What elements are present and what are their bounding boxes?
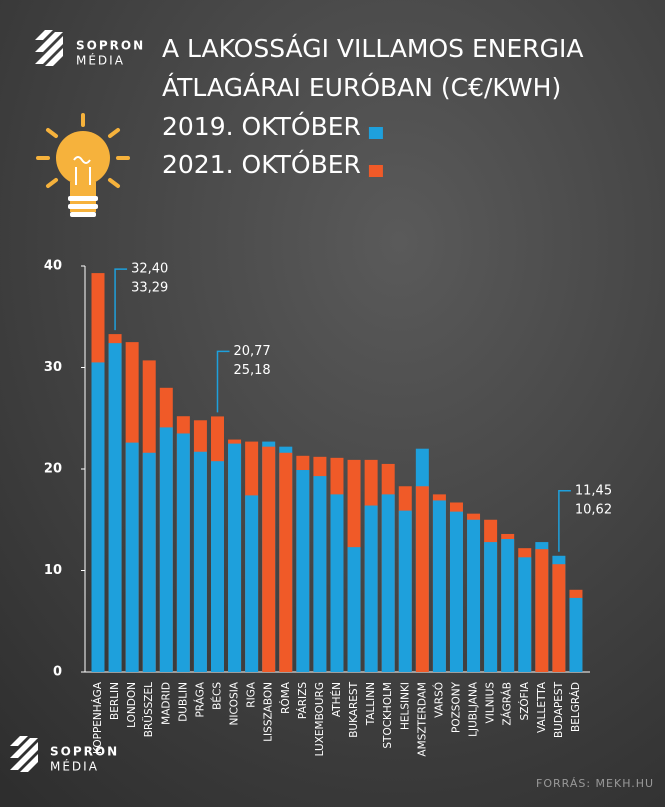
bar xyxy=(142,452,156,672)
bar xyxy=(245,495,259,672)
bar xyxy=(91,362,105,672)
data-label: 20,77 xyxy=(233,344,270,359)
x-tick-label: BUKAREST xyxy=(348,681,360,737)
x-tick-label: ZÁGRÁB xyxy=(501,682,514,726)
bar xyxy=(518,557,532,672)
chart-title: ÁTLAGÁRAI EURÓBAN (C€/KWH) xyxy=(162,72,561,102)
x-tick-label: VARSÓ xyxy=(432,682,445,718)
x-tick-label: BRÜSSZEL xyxy=(142,682,155,737)
x-tick-label: DUBLIN xyxy=(177,682,189,722)
x-tick-label: BUDAPEST xyxy=(553,681,565,738)
logo-text: SOPRON xyxy=(50,745,119,759)
x-tick-label: PRÁGA xyxy=(193,681,206,717)
bar xyxy=(535,549,549,672)
bar xyxy=(193,451,207,672)
legend-swatch xyxy=(368,165,383,177)
x-tick-label: BELGRÁD xyxy=(569,682,582,732)
bar xyxy=(347,547,361,672)
annotation-line xyxy=(216,350,230,413)
x-tick-label: PÁRIZS xyxy=(296,682,309,719)
x-tick-label: KOPPENHÁGA xyxy=(91,681,104,754)
y-tick-label: 0 xyxy=(53,665,62,680)
y-tick-label: 40 xyxy=(44,259,62,274)
x-tick-label: POZSONY xyxy=(450,681,462,733)
logo: SOPRON MÉDIA xyxy=(35,30,145,68)
bar xyxy=(210,461,224,672)
bar xyxy=(432,500,446,672)
bar xyxy=(569,597,583,672)
bar xyxy=(176,433,190,672)
x-tick-label: HELSINKI xyxy=(399,682,411,730)
logo-text: SOPRON xyxy=(76,39,145,53)
x-tick-label: RIGA xyxy=(246,681,258,708)
data-label: 32,40 xyxy=(131,262,168,277)
bar xyxy=(313,476,327,672)
source: FORRÁS: MEKH.HU xyxy=(536,777,654,790)
x-tick-label: LUXEMBOURG xyxy=(314,682,326,756)
bar xyxy=(330,494,344,672)
x-tick-label: LONDON xyxy=(126,682,138,728)
x-tick-label: NICOSIA xyxy=(229,681,241,725)
y-tick-label: 20 xyxy=(44,462,62,477)
x-tick-label: AMSZTERDAM xyxy=(416,682,428,757)
x-tick-label: VILNIUS xyxy=(485,682,497,724)
bar xyxy=(552,564,566,672)
bar xyxy=(159,427,173,672)
bar xyxy=(449,511,463,672)
logo-text: MÉDIA xyxy=(50,759,99,774)
x-tick-label: BÉCS xyxy=(210,682,223,710)
y-tick-label: 10 xyxy=(44,563,62,578)
bar xyxy=(364,505,378,672)
x-tick-label: RÓMA xyxy=(279,681,292,714)
x-tick-label: LJUBLJANA xyxy=(468,681,480,737)
legend-label: 2021. OKTÓBER xyxy=(162,149,361,179)
annotation-line xyxy=(114,268,128,331)
bar xyxy=(125,442,139,672)
data-label: 33,29 xyxy=(131,281,168,296)
data-label: 25,18 xyxy=(233,363,270,378)
bar xyxy=(467,519,481,672)
x-tick-label: LISSZABON xyxy=(263,682,275,742)
x-tick-label: MADRID xyxy=(160,682,172,725)
data-label: 10,62 xyxy=(575,502,612,517)
logo: SOPRON MÉDIA xyxy=(10,736,119,774)
logo-text: MÉDIA xyxy=(76,53,125,68)
bar xyxy=(501,539,515,672)
bar xyxy=(484,542,498,672)
bar xyxy=(228,443,242,672)
x-tick-label: SZÓFIA xyxy=(518,681,531,720)
legend-swatch xyxy=(368,127,383,139)
bar xyxy=(108,343,122,672)
annotation-line xyxy=(558,490,571,552)
x-tick-label: BERLIN xyxy=(109,682,121,720)
bar xyxy=(296,470,310,672)
x-tick-label: STOCKHOLM xyxy=(382,682,394,749)
bar xyxy=(279,452,293,672)
x-tick-label: ATHÉN xyxy=(330,682,343,717)
y-tick-label: 30 xyxy=(44,360,62,375)
data-label: 11,45 xyxy=(575,483,612,498)
bar xyxy=(398,510,412,672)
bar xyxy=(262,446,276,672)
x-tick-label: TALLINN xyxy=(365,682,377,726)
bar xyxy=(381,494,395,672)
x-tick-label: VALLETTA xyxy=(536,681,548,733)
bar xyxy=(415,486,429,672)
legend-label: 2019. OKTÓBER xyxy=(162,111,361,141)
lightbulb-icon xyxy=(36,113,130,217)
chart-title: A LAKOSSÁGI VILLAMOS ENERGIA xyxy=(162,34,584,63)
